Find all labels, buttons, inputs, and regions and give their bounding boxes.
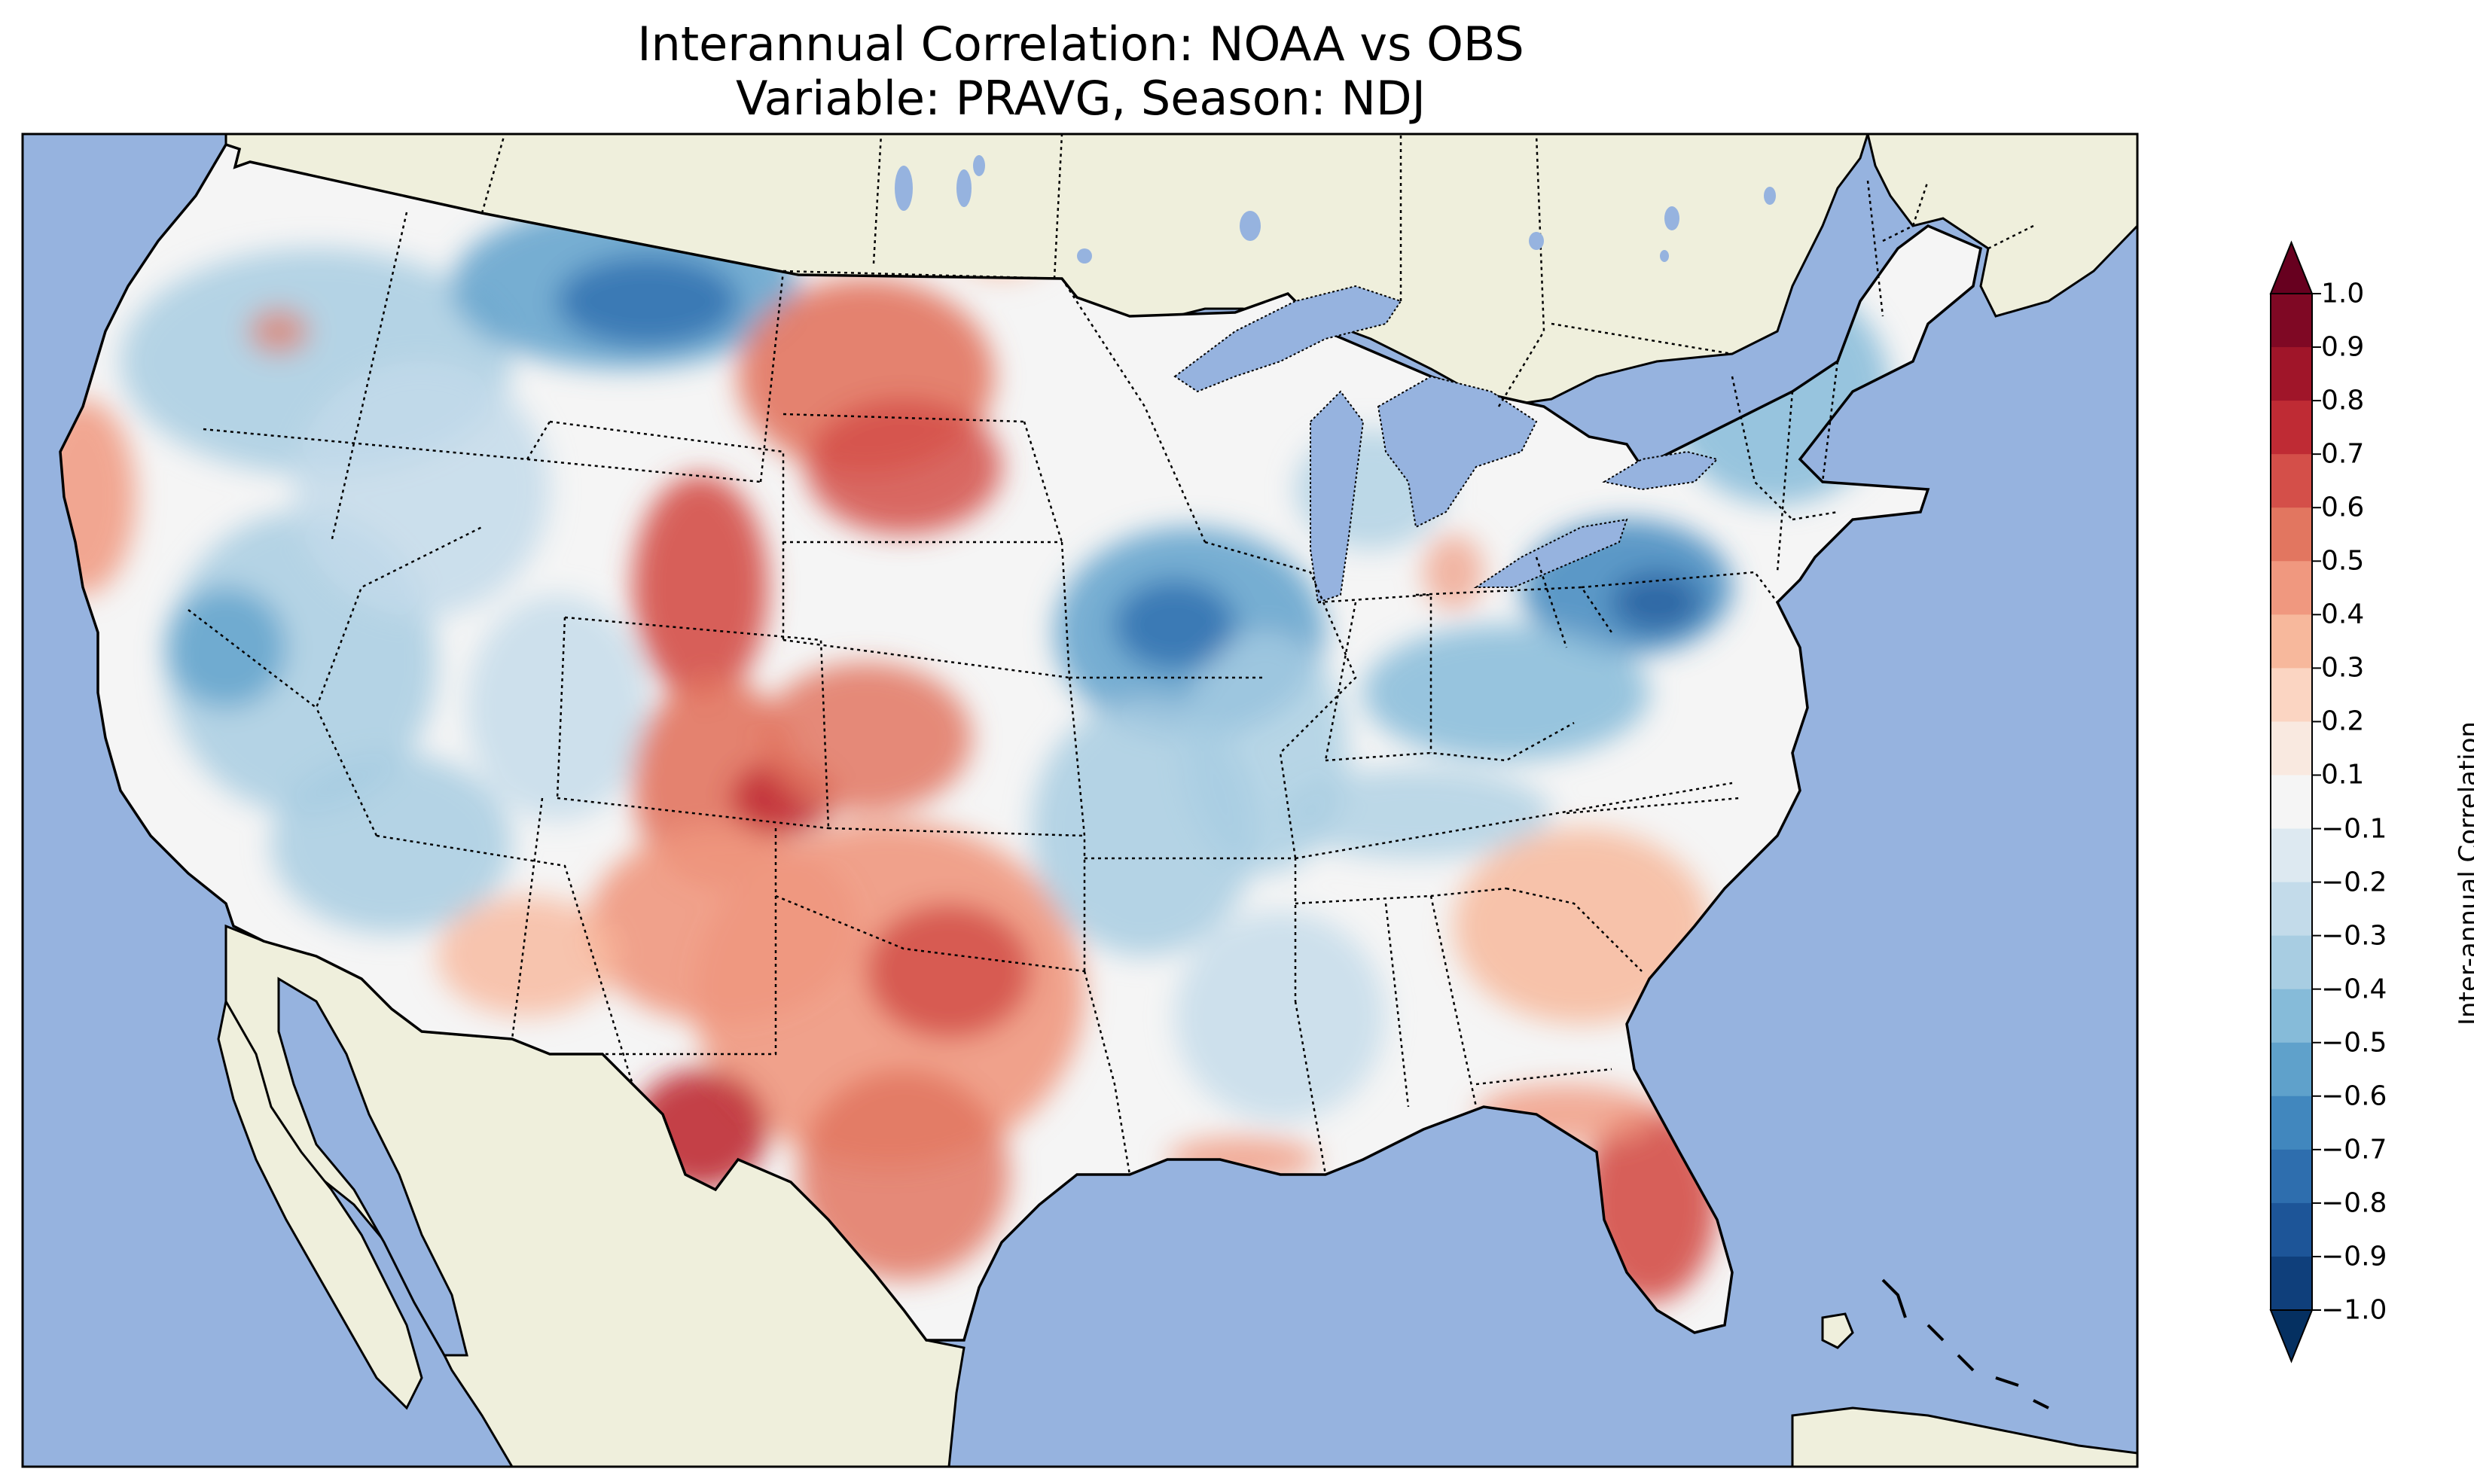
map-panel bbox=[23, 134, 2137, 1467]
colorbar-tick-label: 0.6 bbox=[2321, 492, 2365, 523]
colorbar-segment bbox=[2271, 561, 2312, 615]
colorbar-tick-label: 0.8 bbox=[2321, 385, 2365, 416]
colorbar-segment bbox=[2271, 828, 2312, 883]
map-title-line-2: Variable: PRAVG, Season: NDJ bbox=[736, 71, 1426, 126]
colorbar-extend-bottom bbox=[2269, 1309, 2314, 1364]
colorbar-segment bbox=[2271, 1149, 2312, 1204]
colorbar-extend-top bbox=[2269, 240, 2314, 294]
canada-maritime bbox=[1866, 134, 2137, 318]
colorbar-tick-label: 0.5 bbox=[2321, 545, 2365, 577]
colorbar-label: Inter-annual Correlation bbox=[2454, 721, 2474, 1025]
map-frame bbox=[21, 133, 2139, 1468]
colorbar-segment bbox=[2271, 347, 2312, 401]
colorbar bbox=[2269, 240, 2321, 1364]
colorbar-tick-label: −1.0 bbox=[2321, 1294, 2387, 1326]
colorbar-tick-label: −0.6 bbox=[2321, 1080, 2387, 1112]
lake-ontario bbox=[1602, 450, 1719, 491]
lake-michigan bbox=[1310, 390, 1365, 604]
great-lakes bbox=[1173, 285, 1719, 604]
colorbar-segment bbox=[2271, 668, 2312, 722]
colorbar-frame bbox=[2270, 293, 2313, 1311]
colorbar-tick-label: 0.4 bbox=[2321, 599, 2365, 630]
colorbar-segment bbox=[2271, 1202, 2312, 1257]
map-title-line-1: Interannual Correlation: NOAA vs OBS bbox=[637, 17, 1524, 72]
cuba bbox=[1791, 1406, 2137, 1467]
colorbar-tick-label: −0.7 bbox=[2321, 1134, 2387, 1166]
colorbar-tick-label: −0.3 bbox=[2321, 920, 2387, 952]
lake-erie bbox=[1473, 518, 1628, 588]
colorbar-tick-label: −0.8 bbox=[2321, 1187, 2387, 1219]
colorbar-segment bbox=[2271, 935, 2312, 990]
colorbar-tick-label: 0.3 bbox=[2321, 652, 2365, 684]
colorbar-tick-label: 0.9 bbox=[2321, 331, 2365, 363]
colorbar-segment bbox=[2271, 294, 2312, 348]
colorbar-tick-label: 1.0 bbox=[2321, 278, 2365, 309]
bahamas-island bbox=[1821, 1312, 1854, 1349]
colorbar-tick-label: 0.1 bbox=[2321, 759, 2365, 791]
lake-superior bbox=[1173, 285, 1402, 393]
colorbar-tick-label: −0.4 bbox=[2321, 974, 2387, 1005]
colorbar-tick-label: −0.9 bbox=[2321, 1241, 2387, 1272]
colorbar-tick-label: −0.2 bbox=[2321, 867, 2387, 898]
colorbar-segment bbox=[2271, 614, 2312, 669]
lake-huron bbox=[1377, 375, 1538, 529]
colorbar-segment bbox=[2271, 989, 2312, 1044]
colorbar-segment bbox=[2271, 454, 2312, 508]
colorbar-tick-label: −0.1 bbox=[2321, 813, 2387, 845]
colorbar-tick-label: −0.5 bbox=[2321, 1027, 2387, 1059]
province-borders bbox=[480, 134, 2034, 407]
colorbar-segment bbox=[2271, 507, 2312, 562]
canada-lakes bbox=[895, 155, 1776, 264]
baja-peninsula bbox=[217, 998, 423, 1410]
state-borders bbox=[188, 180, 1884, 1175]
colorbar-segment bbox=[2271, 1256, 2312, 1311]
bahamas-island bbox=[1881, 1278, 2049, 1409]
colorbar-segment bbox=[2271, 1095, 2312, 1150]
colorbar-segment bbox=[2271, 775, 2312, 830]
colorbar-segment bbox=[2271, 1042, 2312, 1097]
colorbar-segment bbox=[2271, 721, 2312, 776]
gulf-of-california bbox=[277, 977, 468, 1357]
colorbar-segment bbox=[2271, 882, 2312, 937]
colorbar-tick-label: 0.2 bbox=[2321, 705, 2365, 737]
colorbar-tick-label: 0.7 bbox=[2321, 438, 2365, 470]
colorbar-segment bbox=[2271, 401, 2312, 455]
